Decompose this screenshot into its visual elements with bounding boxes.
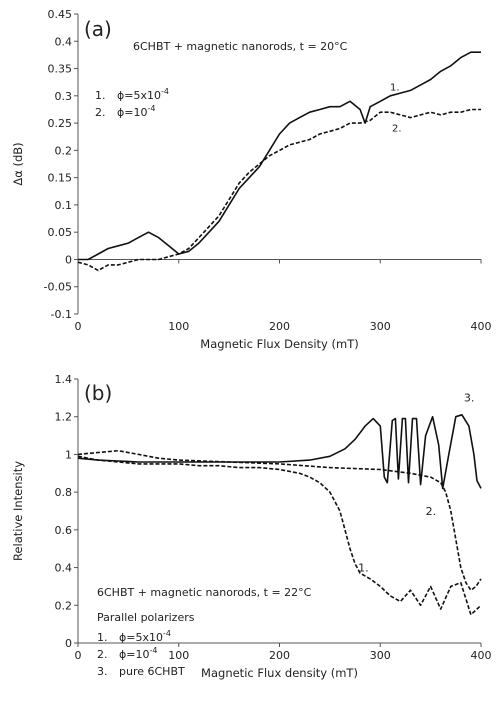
- legend-exponent: -4: [147, 104, 155, 113]
- legend-phi-prefix: ϕ=: [119, 648, 135, 661]
- series-line-3: [77, 414, 482, 490]
- panel-label: (b): [84, 381, 112, 405]
- legend-number: 3.: [97, 665, 108, 678]
- y-tick-label: 0: [65, 253, 72, 266]
- legend-entry: ϕ=5x10-4: [119, 629, 171, 644]
- y-tick-label: 0.8: [55, 486, 73, 499]
- legend-exponent: -4: [163, 629, 171, 638]
- x-tick-label: 400: [471, 320, 492, 333]
- legend-entry: ϕ=10-4: [117, 104, 155, 119]
- y-axis-title: Relative Intensity: [11, 461, 25, 561]
- y-tick-label: 0.05: [48, 226, 73, 239]
- legend-phi-prefix: ϕ=: [119, 631, 135, 644]
- legend-entry: ϕ=10-4: [119, 646, 157, 661]
- legend-number: 1.: [95, 89, 106, 102]
- legend-entry: ϕ=5x10-4: [117, 87, 169, 102]
- legend-number: 2.: [95, 106, 106, 119]
- y-tick-label: 1.2: [55, 411, 73, 424]
- legend-phi-prefix: ϕ=: [117, 89, 133, 102]
- x-tick-label: 200: [269, 320, 290, 333]
- series-line-1: [78, 51, 481, 261]
- legend-number: 1.: [97, 631, 108, 644]
- y-tick-label: 0.25: [48, 117, 73, 130]
- y-tick-label: 0.1: [55, 199, 73, 212]
- annotation-text: 6CHBT + magnetic nanorods, t = 22°C: [97, 586, 312, 599]
- legend-value: 5x10: [135, 631, 163, 644]
- x-tick-label: 400: [471, 649, 492, 662]
- x-tick-label: 300: [370, 649, 391, 662]
- legend-entry: pure 6CHBT: [119, 665, 185, 678]
- x-axis-title: Magnetic Flux density (mT): [201, 666, 358, 680]
- legend-exponent: -4: [149, 646, 157, 655]
- y-tick-label: 1.4: [55, 373, 73, 386]
- series-line-2: [77, 108, 481, 272]
- x-axis-title: Magnetic Flux Density (mT): [200, 337, 358, 351]
- y-tick-label: 0.15: [48, 172, 73, 185]
- curve-label-2: 2.: [426, 505, 437, 518]
- legend-value: 5x10: [133, 89, 161, 102]
- y-tick-label: 0.6: [55, 524, 73, 537]
- legend-exponent: -4: [161, 87, 169, 96]
- y-tick-label: 0.35: [48, 63, 73, 76]
- series-line-1: [77, 455, 482, 616]
- y-tick-label: -0.1: [51, 308, 72, 321]
- y-tick-label: 0.2: [55, 144, 73, 157]
- annotation-text: 6CHBT + magnetic nanorods, t = 20°C: [133, 40, 348, 53]
- y-tick-label: 0.4: [55, 35, 73, 48]
- legend-value: 10: [135, 648, 149, 661]
- y-tick-label: 0.4: [55, 562, 73, 575]
- x-tick-label: 100: [168, 649, 189, 662]
- y-tick-label: 0.2: [55, 599, 73, 612]
- y-tick-label: 0.3: [55, 90, 73, 103]
- legend-title: Parallel polarizers: [97, 611, 195, 624]
- panel-label: (a): [84, 17, 112, 41]
- y-tick-label: 0: [65, 637, 72, 650]
- x-tick-label: 100: [168, 320, 189, 333]
- curve-label-1: 1.: [358, 561, 369, 574]
- x-tick-label: 0: [75, 649, 82, 662]
- legend-phi-prefix: ϕ=: [117, 106, 133, 119]
- y-tick-label: 0.45: [48, 8, 73, 21]
- y-axis-title: Δα (dB): [11, 142, 25, 185]
- y-tick-label: 1: [65, 448, 72, 461]
- curve-label-2: 2.: [392, 123, 402, 134]
- legend-value: 10: [133, 106, 147, 119]
- chart-panel-b: 0 0.2 0.4 0.6 0.8 1 1.2 1.4 0 100 200 300 400 Magneti…: [11, 373, 492, 680]
- curve-label-1: 1.: [390, 82, 400, 93]
- curve-label-3: 3.: [464, 392, 475, 405]
- x-tick-label: 200: [269, 649, 290, 662]
- chart-panel-a: -0.1 -0.05 0 0.05 0.1 0.15 0.2 0.25 0.3 0.35 0.4 0.…: [11, 8, 492, 351]
- series-line-2: [77, 449, 482, 591]
- x-tick-label: 300: [370, 320, 391, 333]
- legend-number: 2.: [97, 648, 108, 661]
- y-tick-label: -0.05: [44, 281, 72, 294]
- x-tick-label: 0: [75, 320, 82, 333]
